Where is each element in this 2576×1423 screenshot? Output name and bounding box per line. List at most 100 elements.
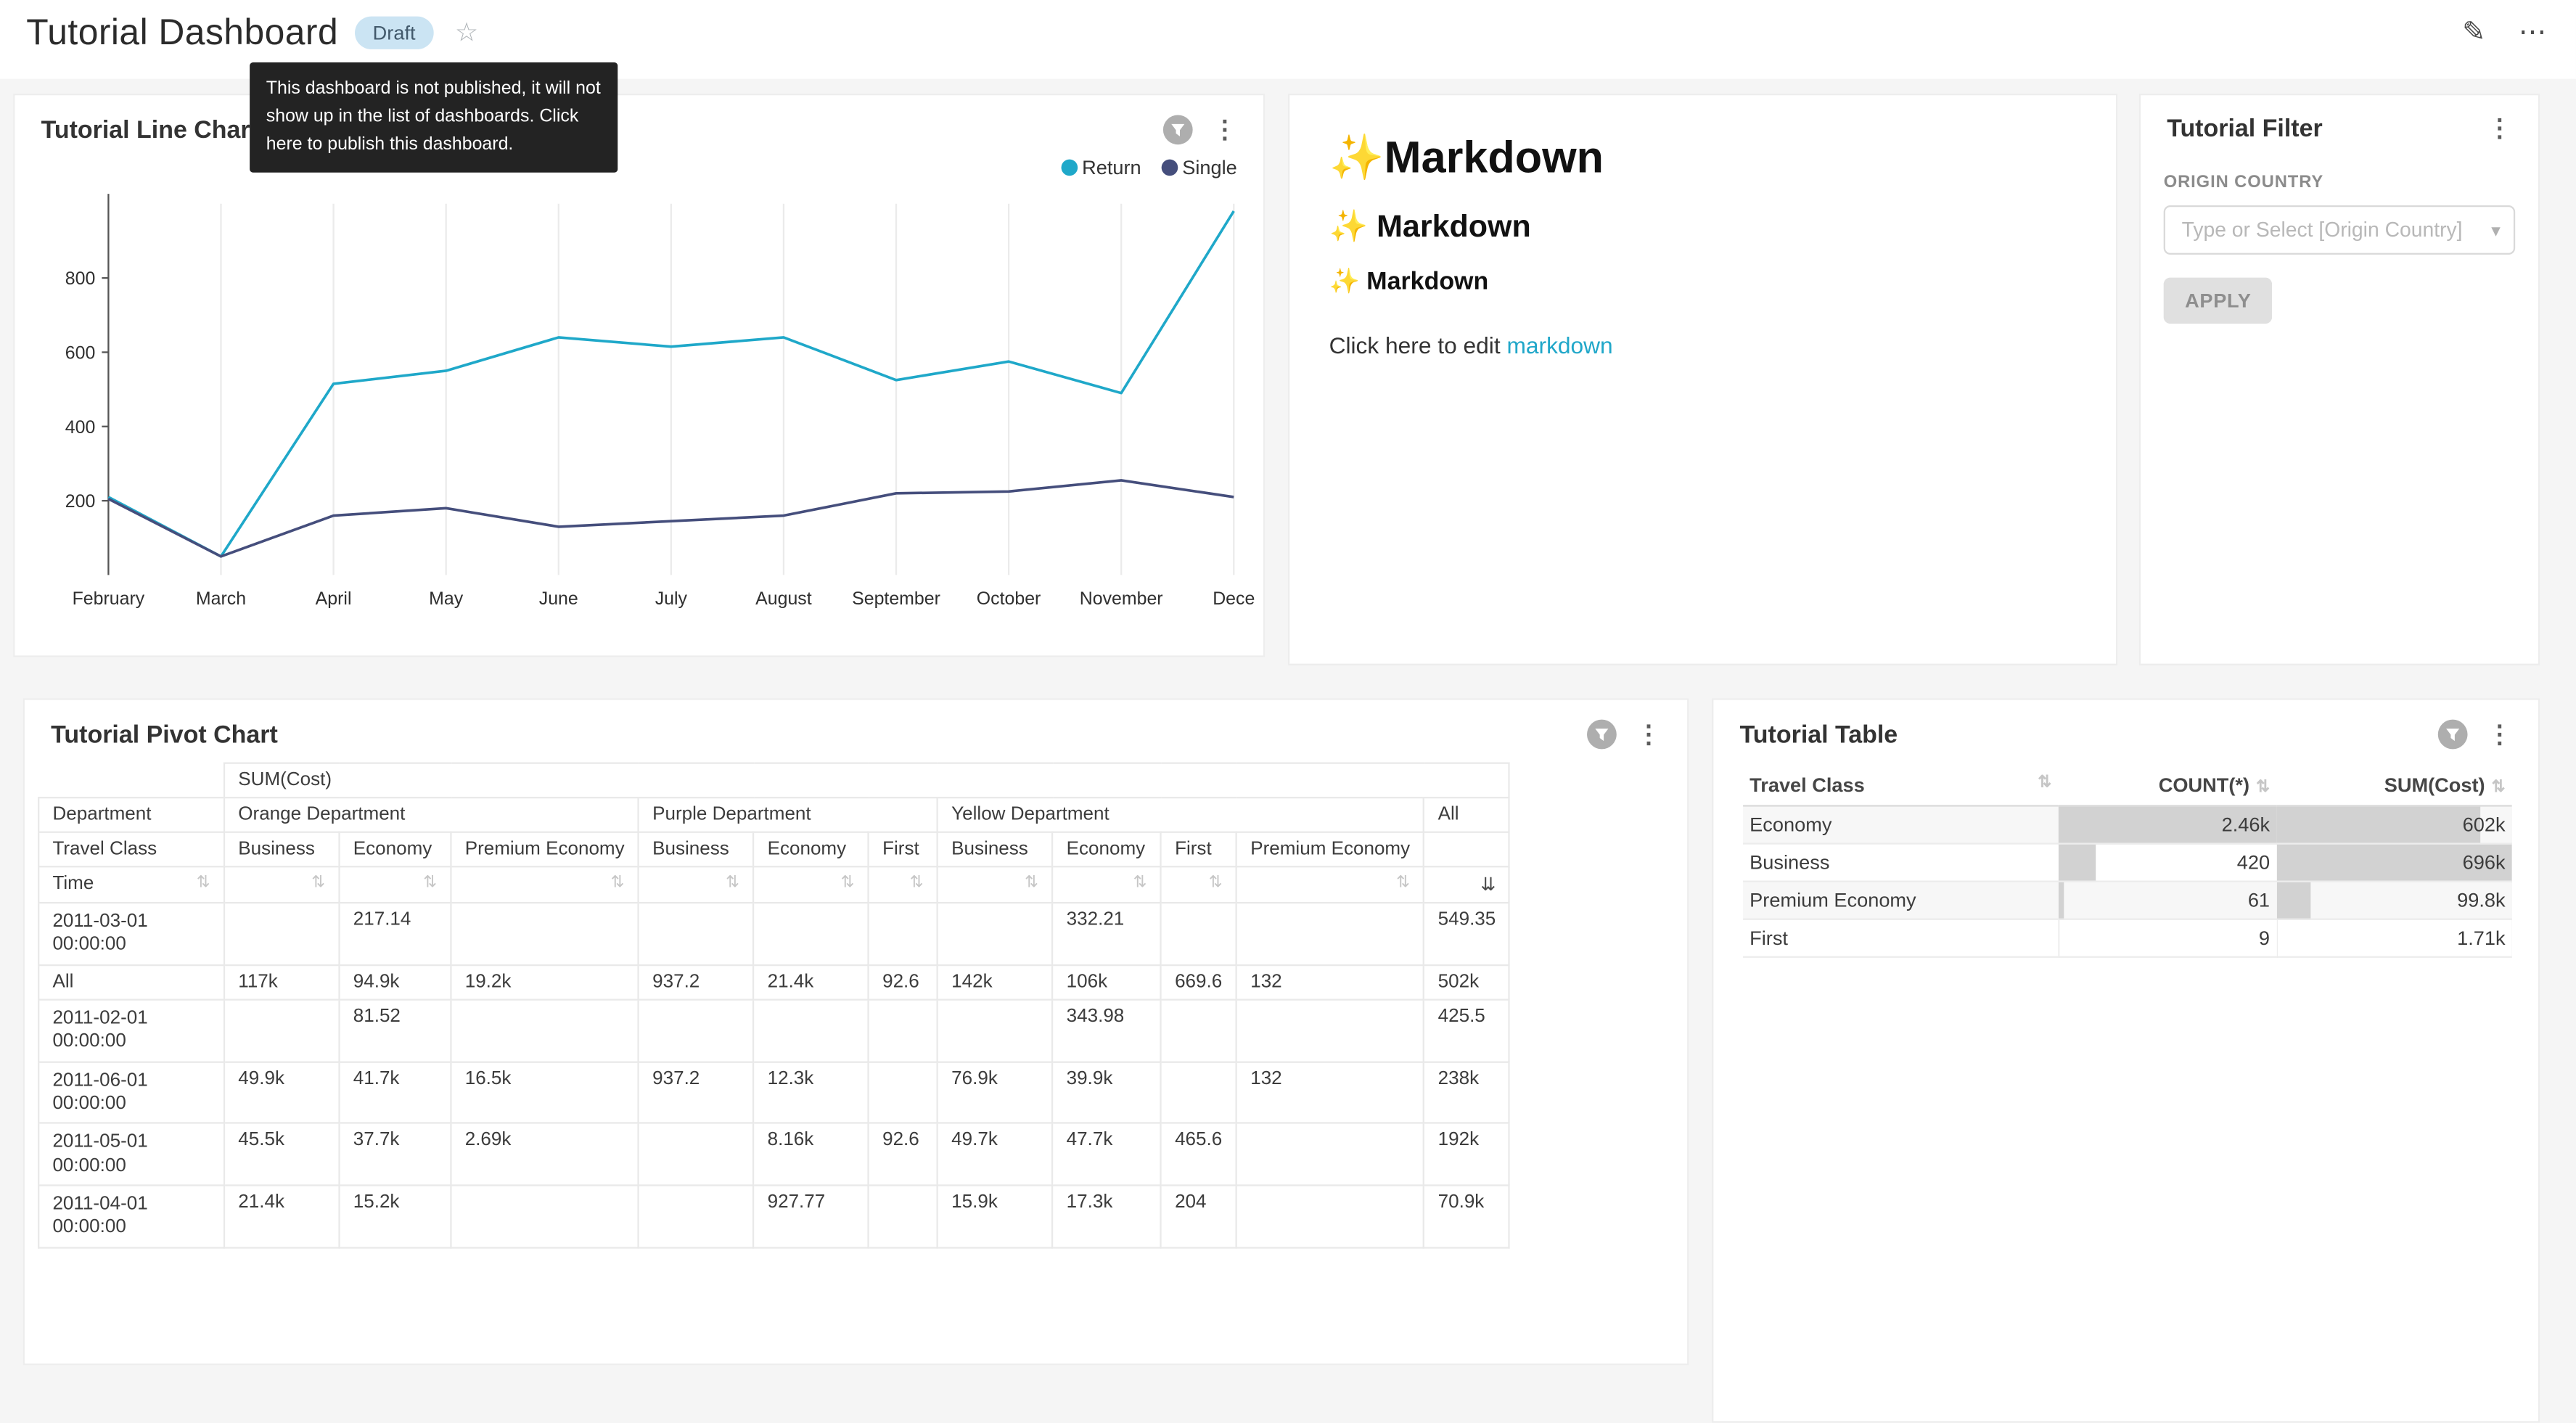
pivot-card-header: Tutorial Pivot Chart ⋮ [25, 700, 1687, 755]
pivot-value-cell [637, 998, 755, 1062]
pivot-value-cell: 37.7k [338, 1122, 452, 1186]
pivot-sort-icon[interactable]: ⇅ [1133, 874, 1147, 893]
table-card-title: Tutorial Table [1739, 720, 1898, 749]
pivot-sort-cell: ⇅ [637, 866, 755, 904]
markdown-h2: ✨ Markdown [1329, 210, 1531, 245]
funnel-icon [2446, 729, 2460, 742]
pivot-sort-icon[interactable]: ⇅ [1396, 874, 1411, 893]
pivot-value-cell [867, 998, 939, 1062]
pivot-value-cell [936, 998, 1054, 1062]
pivot-travel-class-header: Premium Economy [450, 831, 640, 868]
legend-item-single[interactable]: Single [1160, 155, 1237, 181]
pivot-value-cell: 70.9k [1423, 1184, 1511, 1249]
pivot-row: 2011-02-01 00:00:00 81.52 343.98 425.5 [38, 998, 1511, 1062]
pivot-kebab-menu-icon[interactable]: ⋮ [1636, 720, 1661, 749]
line-chart-legend: Return Single [15, 151, 1263, 181]
pivot-sort-icon[interactable]: ⇅ [610, 874, 625, 893]
pivot-sort-icon[interactable]: ⇅ [909, 874, 924, 893]
pivot-sort-cell: ⇅ [1051, 866, 1162, 904]
pivot-sort-cell: ⇅ [223, 866, 340, 904]
pivot-row: 2011-03-01 00:00:00 217.14 332.21 549.35 [38, 901, 1511, 966]
pivot-sort-icon[interactable]: ⇊ [1480, 875, 1496, 895]
pivot-travel-class-header: Business [637, 831, 755, 868]
pivot-sort-icon[interactable]: ⇅ [1208, 874, 1223, 893]
apply-button[interactable]: APPLY [2163, 277, 2273, 324]
funnel-icon [1171, 123, 1185, 136]
pivot-value-cell: 41.7k [338, 1060, 452, 1125]
pivot-value-cell: 8.16k [752, 1122, 869, 1186]
pivot-sort-icon[interactable]: ⇅ [1025, 874, 1039, 893]
filter-indicator-icon[interactable] [1587, 719, 1617, 750]
page-title: Tutorial Dashboard [26, 11, 339, 53]
chart-kebab-menu-icon[interactable]: ⋮ [1212, 115, 1237, 144]
table-header-row: Travel Class ⇅ COUNT(*) ⇅ SUM(Cost) ⇅ [1743, 766, 2512, 807]
travel-class-cell: Economy [1743, 805, 2059, 845]
sort-icon[interactable]: ⇅ [2491, 779, 2506, 797]
pivot-value-cell [1235, 1122, 1425, 1186]
pivot-value-cell: 19.2k [450, 964, 640, 1001]
pivot-sort-cell: ⇅ [450, 866, 640, 904]
pivot-value-cell: 927.77 [752, 1184, 869, 1249]
legend-dot [1060, 159, 1078, 176]
x-tick-label: Dece [1213, 589, 1255, 609]
tutorial-table: Travel Class ⇅ COUNT(*) ⇅ SUM(Cost) ⇅ Econo… [1743, 766, 2512, 958]
pivot-value-cell: 343.98 [1051, 998, 1162, 1062]
pivot-row: All 117k 94.9k 19.2k 937.2 21.4k 92.6 142k 106k 6… [38, 964, 1511, 1001]
favorite-star-icon[interactable]: ☆ [454, 20, 479, 48]
sort-icon[interactable]: ⇅ [2256, 779, 2271, 797]
pivot-value-cell [450, 1184, 640, 1249]
pivot-travel-class-label: Travel Class [38, 831, 226, 868]
edit-dashboard-icon[interactable]: ✎ [2462, 16, 2486, 48]
filter-indicator-icon[interactable] [2437, 719, 2468, 750]
pivot-value-cell: 465.6 [1160, 1122, 1238, 1186]
travel-class-cell: First [1743, 919, 2059, 958]
pivot-table: SUM(Cost) Department Orange Department Purp… [38, 762, 1511, 1249]
column-header-sum-cost[interactable]: SUM(Cost) ⇅ [2276, 766, 2512, 807]
x-tick-label: September [852, 589, 940, 609]
pivot-sort-icon[interactable]: ⇅ [196, 874, 210, 893]
x-tick-label: April [316, 589, 352, 609]
origin-country-label: ORIGIN COUNTRY [2163, 172, 2324, 192]
pivot-value-cell [867, 1060, 939, 1125]
chevron-down-icon: ▾ [2491, 221, 2501, 241]
pivot-value-cell: 21.4k [223, 1184, 340, 1249]
edit-markdown-link[interactable]: markdown [1506, 332, 1613, 358]
pivot-value-cell: 94.9k [338, 964, 452, 1001]
pivot-value-cell [867, 1184, 939, 1249]
pivot-value-cell [637, 901, 755, 966]
filter-indicator-icon[interactable] [1162, 115, 1193, 145]
column-header-travel-class[interactable]: Travel Class ⇅ [1743, 766, 2059, 807]
pivot-value-cell [1160, 901, 1238, 966]
pivot-travel-class-header: First [1160, 831, 1238, 868]
pivot-sort-cell: ⇅ [867, 866, 939, 904]
x-tick-label: July [655, 589, 688, 609]
pivot-time-cell: 2011-05-01 00:00:00 [38, 1122, 226, 1186]
legend-item-return[interactable]: Return [1060, 155, 1141, 181]
pivot-sort-icon[interactable]: ⇅ [726, 874, 740, 893]
pivot-value-cell: 21.4k [752, 964, 869, 1001]
pivot-blank-cell [38, 763, 224, 798]
column-header-count[interactable]: COUNT(*) ⇅ [2058, 766, 2277, 807]
pivot-time-cell: All [38, 964, 226, 1001]
pivot-value-cell: 81.52 [338, 998, 452, 1062]
pivot-value-cell: 132 [1235, 1060, 1425, 1125]
pivot-metric-header: SUM(Cost) [223, 762, 1511, 799]
draft-badge[interactable]: Draft [354, 16, 434, 49]
origin-country-select[interactable]: Type or Select [Origin Country] ▾ [2163, 205, 2516, 255]
pivot-value-cell [1235, 998, 1425, 1062]
filter-kebab-menu-icon[interactable]: ⋮ [2487, 115, 2512, 143]
pivot-sort-icon[interactable]: ⇅ [311, 874, 326, 893]
pivot-sort-icon[interactable]: ⇅ [423, 874, 438, 893]
sort-icon[interactable]: ⇅ [2038, 774, 2052, 792]
pivot-value-cell [1235, 901, 1425, 966]
markdown-h1: ✨Markdown [1329, 133, 1604, 183]
line-chart-card: Tutorial Line Chart ⋮ Return Single Febru… [13, 94, 1266, 657]
pivot-value-cell: 117k [223, 964, 340, 1001]
pivot-value-cell [450, 901, 640, 966]
table-kebab-menu-icon[interactable]: ⋮ [2487, 720, 2512, 749]
more-options-icon[interactable]: ⋯ [2518, 16, 2547, 48]
pivot-chart-card: Tutorial Pivot Chart ⋮ SUM(Cost) Departme… [22, 698, 1689, 1366]
pivot-sort-icon[interactable]: ⇅ [840, 874, 855, 893]
line-series-return [107, 210, 1235, 558]
line-series-single [107, 479, 1234, 558]
